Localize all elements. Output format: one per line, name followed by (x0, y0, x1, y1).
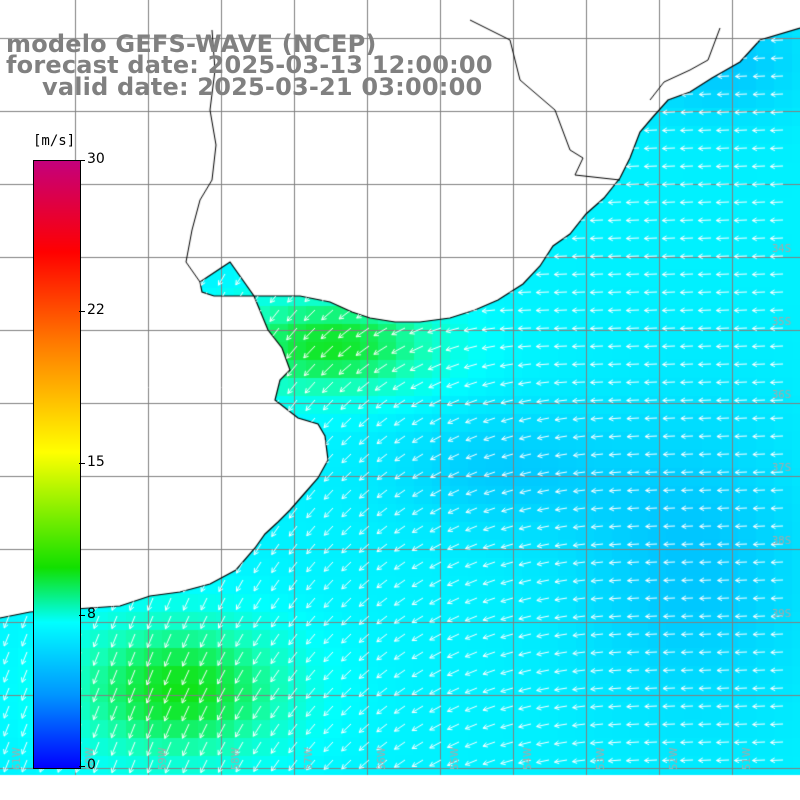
colorbar-tick (79, 766, 85, 767)
valid-date: valid date: 2025-03-21 03:00:00 (42, 73, 483, 101)
colorbar-tick (79, 160, 85, 161)
colorbar-label-max: 30 (87, 151, 105, 167)
forecast-date: forecast date: 2025-03-13 12:00:00 (6, 51, 493, 79)
model-title: modelo GEFS-WAVE (NCEP) (6, 30, 377, 58)
colorbar-tick (79, 615, 85, 616)
colorbar-label: 15 (87, 454, 105, 470)
colorbar-unit: [m/s] (33, 133, 76, 149)
colorbar-label-min: 0 (87, 757, 96, 773)
colorbar-tick (79, 311, 85, 312)
colorbar-label: 8 (87, 606, 96, 622)
colorbar (33, 160, 81, 769)
colorbar-tick (79, 463, 85, 464)
colorbar-label: 22 (87, 302, 105, 318)
